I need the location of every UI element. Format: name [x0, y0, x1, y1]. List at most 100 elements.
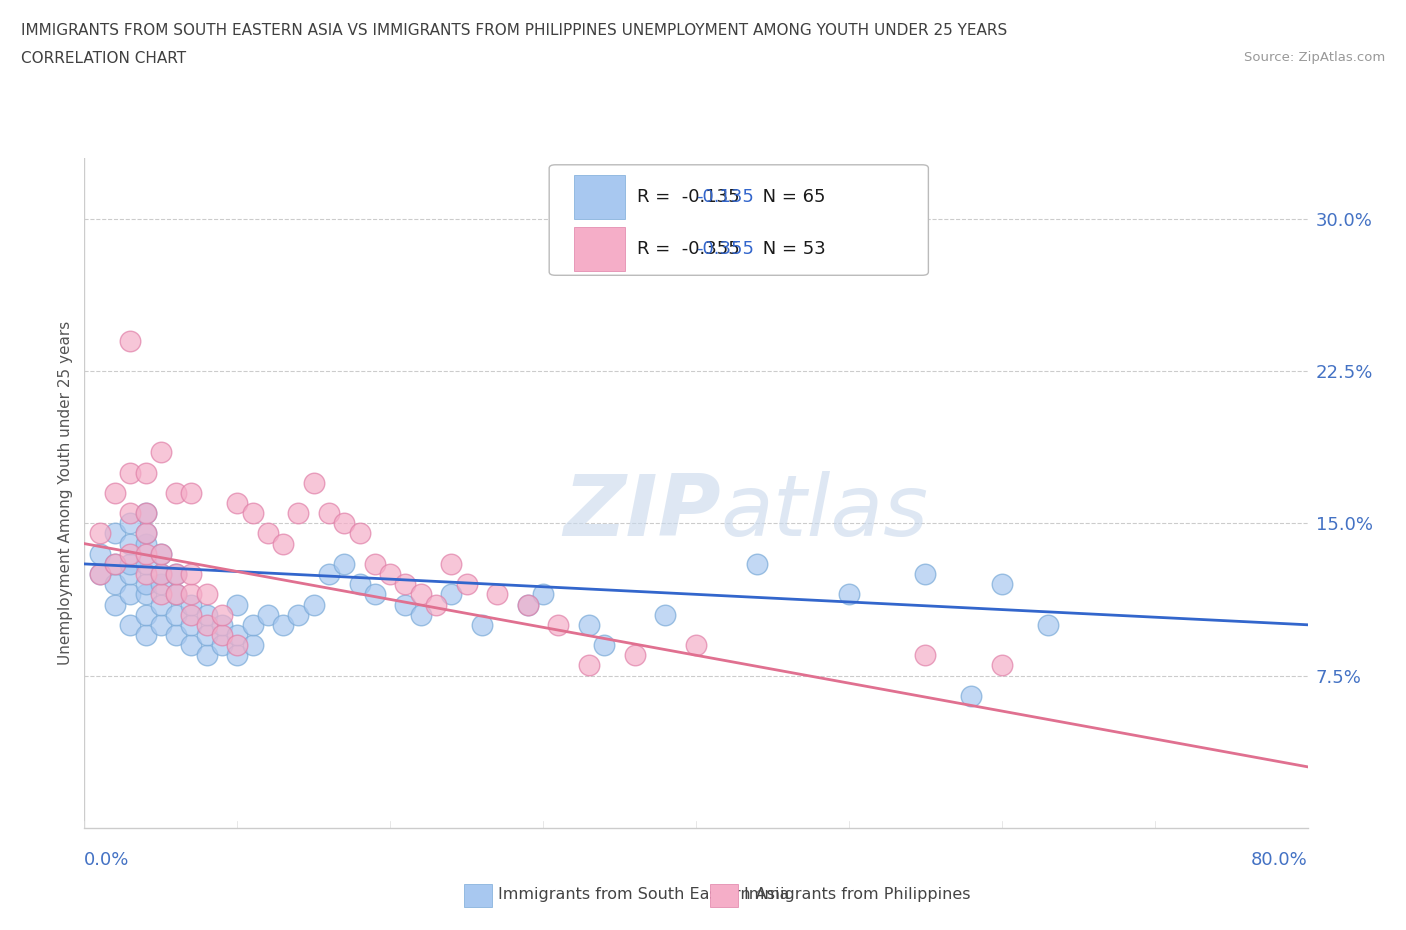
- Point: [104, 597, 127, 612]
- Point: [257, 526, 280, 541]
- Point: [135, 566, 157, 581]
- Point: [364, 556, 387, 571]
- Point: [180, 587, 202, 602]
- Point: [149, 566, 172, 581]
- Point: [120, 465, 142, 480]
- Point: [211, 628, 233, 643]
- Point: [89, 566, 111, 581]
- Point: [165, 587, 187, 602]
- Point: [242, 506, 264, 521]
- Point: [242, 618, 264, 632]
- Point: [578, 618, 600, 632]
- Y-axis label: Unemployment Among Youth under 25 years: Unemployment Among Youth under 25 years: [58, 321, 73, 665]
- Point: [120, 546, 142, 561]
- FancyBboxPatch shape: [574, 227, 626, 271]
- Point: [149, 546, 172, 561]
- Text: atlas: atlas: [720, 472, 928, 554]
- Point: [226, 648, 249, 663]
- Point: [211, 638, 233, 653]
- Point: [516, 597, 538, 612]
- Point: [180, 566, 202, 581]
- Point: [409, 587, 432, 602]
- Point: [135, 506, 157, 521]
- Point: [120, 506, 142, 521]
- Point: [991, 577, 1014, 591]
- Point: [456, 577, 478, 591]
- Text: ZIP: ZIP: [562, 472, 720, 554]
- Point: [165, 587, 187, 602]
- Point: [120, 618, 142, 632]
- Point: [135, 577, 157, 591]
- Point: [165, 607, 187, 622]
- Point: [104, 556, 127, 571]
- Point: [380, 566, 402, 581]
- Point: [135, 628, 157, 643]
- Point: [180, 618, 202, 632]
- Point: [425, 597, 447, 612]
- Point: [120, 537, 142, 551]
- Point: [578, 658, 600, 672]
- Point: [104, 526, 127, 541]
- Point: [333, 556, 356, 571]
- Point: [531, 587, 554, 602]
- Point: [211, 618, 233, 632]
- Point: [135, 506, 157, 521]
- FancyBboxPatch shape: [550, 165, 928, 275]
- Point: [195, 587, 218, 602]
- Text: Immigrants from South Eastern Asia: Immigrants from South Eastern Asia: [498, 887, 789, 902]
- Point: [226, 638, 249, 653]
- Point: [914, 648, 936, 663]
- Point: [120, 587, 142, 602]
- Point: [747, 556, 769, 571]
- Point: [409, 607, 432, 622]
- Point: [180, 597, 202, 612]
- Point: [287, 607, 309, 622]
- Point: [271, 537, 294, 551]
- Point: [257, 607, 280, 622]
- Point: [104, 577, 127, 591]
- Text: CORRELATION CHART: CORRELATION CHART: [21, 51, 186, 66]
- Point: [120, 556, 142, 571]
- Point: [302, 597, 325, 612]
- Point: [149, 597, 172, 612]
- Point: [149, 445, 172, 459]
- Text: Immigrants from Philippines: Immigrants from Philippines: [744, 887, 970, 902]
- Point: [394, 577, 416, 591]
- Text: R =  -0.355    N = 53: R = -0.355 N = 53: [637, 240, 825, 259]
- Text: R =  -0.135    N = 65: R = -0.135 N = 65: [637, 188, 825, 206]
- Point: [135, 537, 157, 551]
- Point: [104, 485, 127, 500]
- Point: [226, 496, 249, 511]
- Point: [135, 556, 157, 571]
- Point: [991, 658, 1014, 672]
- Point: [135, 526, 157, 541]
- Point: [180, 638, 202, 653]
- Point: [195, 607, 218, 622]
- Point: [226, 597, 249, 612]
- Text: 80.0%: 80.0%: [1251, 851, 1308, 869]
- Point: [287, 506, 309, 521]
- Point: [242, 638, 264, 653]
- Point: [149, 566, 172, 581]
- Point: [333, 516, 356, 531]
- Text: Source: ZipAtlas.com: Source: ZipAtlas.com: [1244, 51, 1385, 64]
- Point: [440, 587, 463, 602]
- Point: [654, 607, 676, 622]
- Point: [149, 546, 172, 561]
- Point: [165, 566, 187, 581]
- Point: [89, 526, 111, 541]
- Point: [165, 566, 187, 581]
- Point: [135, 526, 157, 541]
- Point: [120, 333, 142, 348]
- Point: [104, 556, 127, 571]
- Point: [165, 628, 187, 643]
- Point: [180, 607, 202, 622]
- Point: [195, 618, 218, 632]
- Point: [89, 546, 111, 561]
- Point: [471, 618, 494, 632]
- Point: [165, 485, 187, 500]
- Text: -0.355: -0.355: [696, 240, 754, 259]
- Point: [135, 587, 157, 602]
- FancyBboxPatch shape: [574, 176, 626, 219]
- Point: [685, 638, 707, 653]
